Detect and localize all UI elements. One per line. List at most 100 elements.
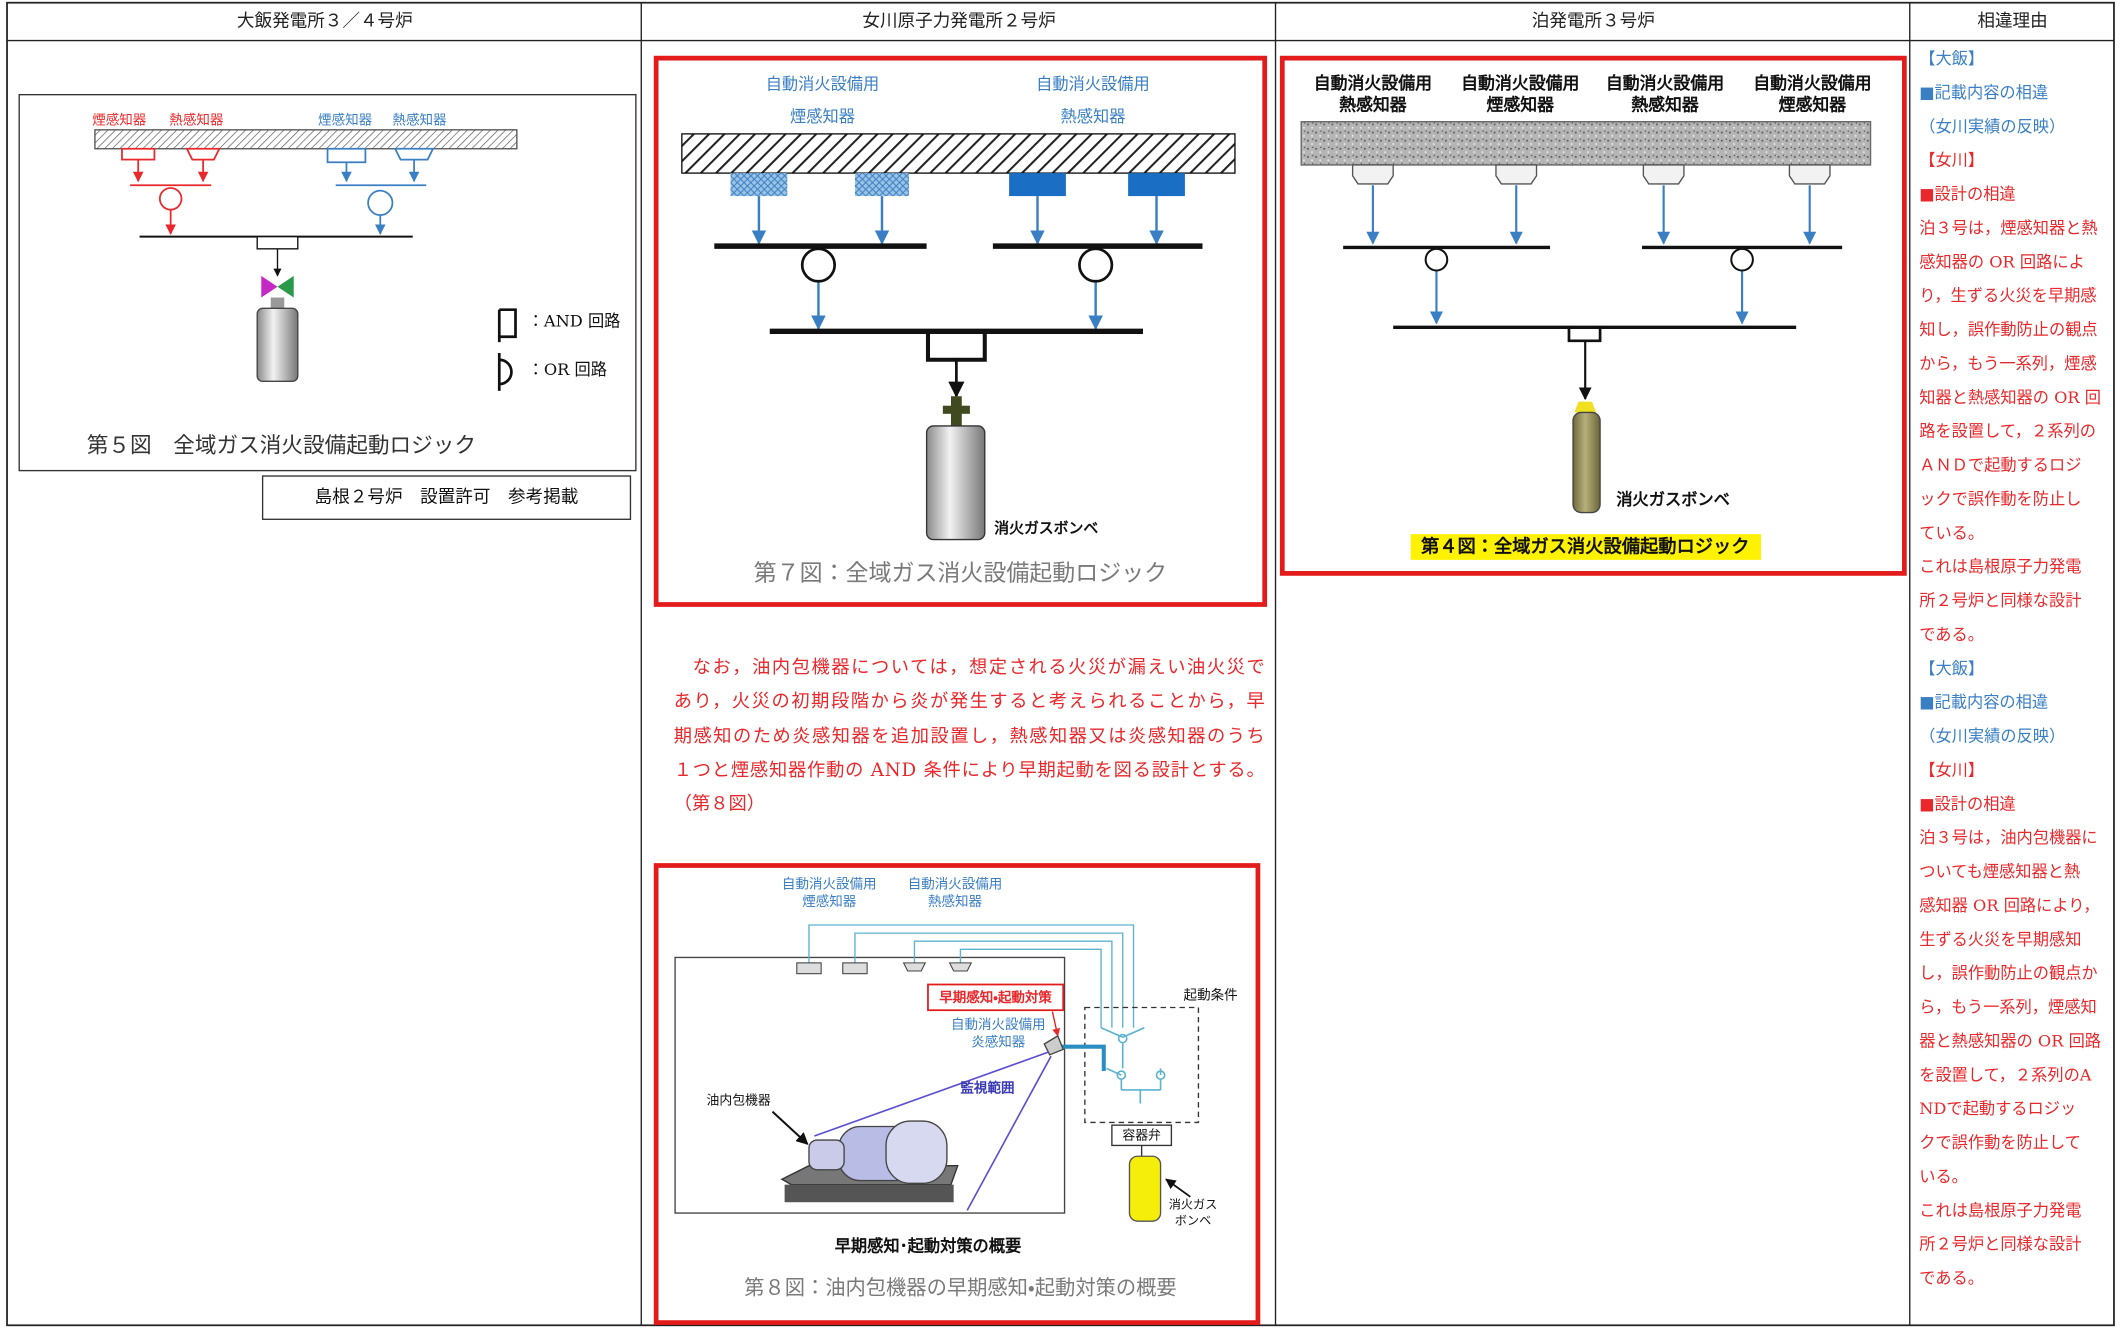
onagawa-figure-8: 自動消火設備用 煙感知器 自動消火設備用 熱感知器 起動条件 早期感知・起動対策… (653, 863, 1261, 1325)
onagawa-figure-8-path (1059, 1044, 1106, 1072)
reason-line: である。 (1919, 625, 1984, 644)
label: 早期感知・起動対策 (939, 989, 1052, 1006)
onagawa-figure-7-rect (942, 405, 970, 414)
onagawa-figure-8-rect (653, 863, 1261, 1325)
reason-line: ている。 (1919, 523, 1984, 542)
reason-line: から，もう一系列，煙感 (1919, 354, 2096, 373)
tomari-figure-g-path (1495, 164, 1538, 185)
tomari-figure-g (1351, 164, 1831, 185)
reason-line: り，生ずる火災を早期感 (1919, 286, 2096, 305)
onagawa-figure-8-rect (784, 1184, 954, 1203)
tomari-figure-g-path (1788, 164, 1831, 185)
reason-line: これは島根原子力発電 (1919, 557, 2081, 576)
onagawa-figure-8-g-circle (1117, 1033, 1128, 1044)
reason-line: ■記載内容の相違 (1919, 83, 2048, 102)
label: 煙感知器 (318, 111, 373, 128)
label: ：AND 回路 (528, 311, 621, 330)
label: 自動消火設備用 (1036, 75, 1150, 94)
label: 監視範囲 (960, 1080, 1014, 1097)
label: 第５図 全域ガス消火設備起動ロジック (87, 433, 476, 458)
header-cell: 泊発電所３号炉 (1532, 12, 1655, 32)
reason-line: NDで起動するロジッ (1919, 1099, 2076, 1118)
table-grid (6, 1, 2115, 1327)
onagawa-figure-8-g-line (966, 1055, 1052, 1211)
reason-line: ■記載内容の相違 (1919, 693, 2048, 712)
onagawa-figure-7-rect (730, 173, 788, 197)
reason-line: ■設計の相違 (1919, 185, 2015, 204)
onagawa-figure-8-g-path (948, 962, 973, 972)
label: 早期感知･起動対策の概要 (835, 1236, 1022, 1255)
label: 自動消火設備用 (951, 1017, 1046, 1033)
onagawa-figure-8-line (1051, 1011, 1061, 1037)
label: 起動条件 (1184, 986, 1238, 1003)
onagawa-figure-7-path (925, 334, 987, 362)
onagawa-figure-8-g-path (902, 962, 927, 972)
label: 自動消火設備用 (908, 876, 1003, 892)
label: 自動消火設備用 (1606, 73, 1724, 93)
onagawa-figure-7-rect (681, 133, 1236, 174)
ohi-figure-path (499, 308, 517, 339)
label: 煙感知器 (802, 893, 857, 910)
ohi-figure-rect (256, 307, 299, 383)
onagawa-figure-8-g-path (854, 932, 1124, 1028)
tomari-figure-rect (1279, 55, 1907, 576)
ohi-figure-g (326, 147, 435, 236)
label: ：OR 回路 (528, 360, 607, 379)
label: あり，火災の初期段階から炎が発生すると考えられることから，早 (674, 691, 1265, 712)
tomari-figure-rect (1300, 121, 1872, 166)
reason-line: 【大飯】 (1919, 659, 1984, 678)
onagawa-figure-8-path (1043, 1034, 1065, 1056)
label: 煙感知器 (790, 107, 855, 126)
reason-line: 【女川】 (1919, 151, 1984, 170)
reason-line: 【女川】 (1919, 760, 1984, 779)
reason-line: 器と熱感知器の OR 回路 (1919, 1031, 2101, 1050)
onagawa-figure-8-g-path (913, 940, 1113, 1028)
reason-line: （女川実績の反映） (1919, 727, 2065, 746)
onagawa-figure-8-rect (885, 1120, 948, 1184)
ohi-figure-rect (270, 297, 285, 309)
tomari-figure-path (1567, 327, 1602, 343)
onagawa-figure-8-line (1165, 1178, 1191, 1198)
header-cell: 女川原子力発電所２号炉 (862, 12, 1055, 32)
onagawa-figure-7-g: 自動消火設備用 煙感知器 自動消火設備用 熱感知器 (766, 75, 1150, 126)
ohi-figure-g-path (185, 147, 221, 161)
label: なお，油内包機器については，想定される火災が漏えい油火災で (693, 657, 1265, 678)
tomari-figure-g (1366, 185, 1817, 325)
label: 熱感知器 (392, 111, 447, 128)
reason-line: 路を設置して，２系列の (1919, 422, 2096, 441)
ohi-figure-path (277, 275, 294, 298)
onagawa-figure-7-circle (800, 247, 837, 283)
onagawa-figure-7-rect (1009, 173, 1066, 197)
reason-line: し，誤作動防止の観点か (1919, 964, 2097, 983)
onagawa-figure-8-g-path (1106, 1067, 1162, 1076)
onagawa-figure-8-g (808, 924, 1135, 1028)
label: 第７図：全域ガス消火設備起動ロジック (754, 561, 1167, 587)
tomari-figure-path (1574, 401, 1597, 413)
onagawa-figure-8-g: 自動消火設備用 煙感知器 自動消火設備用 熱感知器 (782, 876, 1002, 910)
onagawa-figure-7-g (751, 196, 1164, 331)
label: １つと煙感知器作動の AND 条件により早期起動を図る設計とする。 (674, 760, 1265, 781)
header-cell: 相違理由 (1977, 12, 2047, 32)
onagawa-figure-8-line (771, 1110, 809, 1145)
ohi-figure: 煙感知器 熱感知器 煙感知器 熱感知器 ：AND 回路 ：OR 回路 第５図 全… (18, 93, 637, 472)
onagawa-figure-8-g-line (814, 1051, 1049, 1137)
reason-line: 所２号炉と同様な設計 (1919, 591, 2081, 610)
reason-line: ックで誤作動を防止し (1919, 489, 2081, 508)
onagawa-figure-8-rect (927, 983, 1065, 1012)
onagawa-figure-8-g-rect (842, 962, 868, 975)
label: 自動消火設備用 (1314, 73, 1432, 93)
onagawa-figure-8-g-path (808, 924, 1135, 1028)
onagawa-paragraph: なお，油内包機器については，想定される火災が漏えい油火災で あり，火災の初期段階… (674, 657, 1265, 815)
label: 熱感知器 (928, 893, 983, 910)
onagawa-figure-7-rect (854, 173, 910, 197)
onagawa-figure-8-g-circle (1116, 1070, 1127, 1080)
label: 自動消火設備用 (1753, 73, 1871, 93)
label: 煙感知器 (92, 111, 147, 128)
label: 第４図：全域ガス消火設備起動ロジック (1421, 536, 1750, 558)
label: 熱感知器 (1339, 94, 1408, 114)
reason-line: 【大飯】 (1919, 49, 1984, 68)
